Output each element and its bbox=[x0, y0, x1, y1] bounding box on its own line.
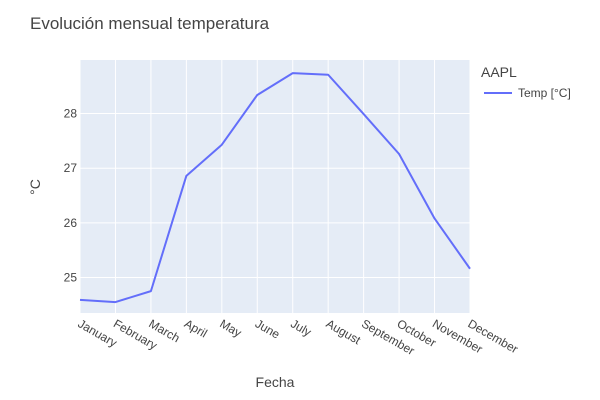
grid-lines bbox=[79, 60, 471, 313]
y-axis-title: °C bbox=[27, 179, 43, 195]
x-tick-label: July bbox=[288, 316, 313, 339]
x-tick-label: January bbox=[76, 316, 120, 349]
y-tick-label: 28 bbox=[64, 107, 78, 121]
series-lines bbox=[79, 72, 471, 304]
legend[interactable]: AAPL Temp [°C] bbox=[481, 64, 571, 100]
x-axis-title: Fecha bbox=[256, 374, 295, 390]
y-tick-labels: 25 26 27 28 bbox=[64, 107, 78, 285]
plot-area bbox=[80, 60, 470, 313]
legend-label: Temp [°C] bbox=[518, 86, 571, 100]
y-tick-label: 26 bbox=[64, 216, 78, 230]
x-tick-label: May bbox=[217, 316, 244, 339]
y-tick-label: 25 bbox=[64, 270, 78, 284]
chart-title: Evolución mensual temperatura bbox=[30, 14, 270, 33]
x-tick-label: April bbox=[182, 316, 210, 340]
x-tick-label: August bbox=[324, 316, 364, 347]
series-line bbox=[79, 72, 471, 304]
y-tick-label: 27 bbox=[64, 161, 78, 175]
legend-title: AAPL bbox=[481, 64, 517, 80]
x-tick-label: June bbox=[253, 316, 283, 341]
